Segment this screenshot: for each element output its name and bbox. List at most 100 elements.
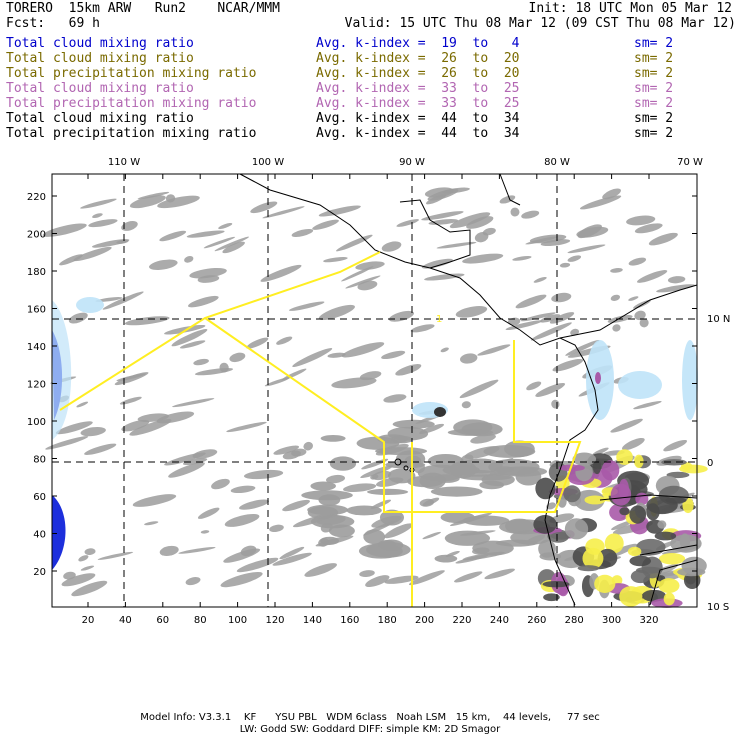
cloud-patch <box>424 187 454 198</box>
cloud-patch <box>76 401 89 408</box>
cloud-patch <box>472 540 514 556</box>
convection-cell <box>584 495 606 505</box>
cloud-patch <box>391 435 413 444</box>
cloud-patch <box>512 255 532 261</box>
cloud-patch <box>408 570 445 586</box>
legend-row: Total cloud mixing ratio Avg. k-index = 4… <box>6 111 734 126</box>
cloud-patch <box>157 195 200 209</box>
cloud-patch <box>430 486 483 497</box>
legend-field: Total cloud mixing ratio <box>6 36 194 51</box>
cloud-patch <box>434 554 458 563</box>
cloud-patch <box>91 239 130 248</box>
cloud-patch <box>292 348 333 368</box>
map-frame <box>51 173 698 608</box>
legend-row: Total precipitation mixing ratio Avg. k-i… <box>6 96 734 111</box>
cloud-patch <box>639 318 649 328</box>
cloud-patch <box>372 470 392 481</box>
cloud-patch <box>92 213 103 219</box>
cloud-patch <box>318 205 361 217</box>
cloud-patch <box>303 441 314 451</box>
cloud-patch <box>331 377 377 389</box>
cloud-patch <box>341 266 374 282</box>
cloud-patch <box>229 352 246 363</box>
cloud-patch <box>521 210 540 219</box>
cloud-patch <box>226 421 267 433</box>
cloud-patch <box>365 575 390 588</box>
cloud-patch <box>172 398 215 408</box>
cloud-patch <box>602 188 621 200</box>
convection-cell <box>619 586 643 607</box>
cloud-patch <box>628 257 647 266</box>
cloud-patch <box>159 545 179 557</box>
cloud-patch <box>272 552 312 566</box>
cloud-patch <box>291 448 307 457</box>
cloud-patch <box>462 253 504 264</box>
y-tick-label: 160 <box>27 305 46 316</box>
cloud-patch <box>359 570 375 577</box>
legend-k-index: Avg. k-index = 33 to 25 <box>316 96 520 111</box>
cloud-patch <box>219 362 229 373</box>
convection-cluster <box>533 449 708 608</box>
cloud-patch <box>663 439 688 452</box>
cloud-patch <box>470 434 496 444</box>
convection-cell <box>641 589 667 602</box>
route-label: 1 <box>436 314 442 325</box>
cloud-patch <box>567 244 606 254</box>
cloud-patch <box>510 530 552 545</box>
cloud-patch <box>222 241 245 254</box>
cloud-patch <box>479 480 505 490</box>
cloud-patch <box>288 301 325 311</box>
cloud-patch <box>482 227 496 236</box>
cloud-patch <box>95 297 123 302</box>
convection-cell <box>663 592 675 606</box>
cloud-patch <box>121 221 138 231</box>
convection-cell <box>646 503 660 521</box>
cloud-patch <box>392 419 435 429</box>
cloud-patch <box>520 312 556 322</box>
valid-time: Valid: 15 UTC Thu 08 Mar 12 (09 CST Thu … <box>344 16 736 31</box>
cloud-patch <box>434 474 460 483</box>
convection-cell <box>679 533 691 550</box>
longitude-label: 100 W <box>252 157 284 168</box>
legend-row: Total cloud mixing ratio Avg. k-index = 1… <box>6 36 734 51</box>
legend-k-index: Avg. k-index = 33 to 25 <box>316 81 520 96</box>
cloud-patch <box>656 284 695 293</box>
cloud-patch <box>612 324 621 332</box>
y-tick-label: 220 <box>27 192 46 203</box>
convection-cell <box>601 460 620 481</box>
cloud-patch <box>540 239 571 247</box>
x-tick-label: 200 <box>415 615 434 626</box>
convection-cell <box>594 574 616 593</box>
coast-segment <box>499 173 521 206</box>
cloud-patch <box>211 478 230 490</box>
x-tick-label: 60 <box>156 615 169 626</box>
x-tick-label: 160 <box>340 615 359 626</box>
convection-cell <box>629 555 652 567</box>
legend-k-index: Avg. k-index = 19 to 4 <box>316 36 520 51</box>
cloud-patch <box>499 195 516 204</box>
convection-cell <box>661 459 687 466</box>
convection-cell <box>550 532 572 540</box>
cloud-patch <box>320 536 340 545</box>
cloud-patch <box>193 358 209 366</box>
cloud-patch <box>421 258 453 269</box>
cloud-patch <box>80 565 95 571</box>
axes: 20 40 60 80 100 120 140 160 180 200 220 240 260 280 30… <box>27 157 730 626</box>
cloud-patch <box>328 524 355 538</box>
cloud-patch <box>361 458 389 470</box>
cloud-patch <box>440 347 449 353</box>
cloud-patch <box>323 257 348 263</box>
convection-cell <box>658 578 680 594</box>
cloud-patch <box>304 563 337 577</box>
cloud-patch <box>381 350 406 360</box>
cloud-patch <box>460 353 478 364</box>
convection-cell <box>572 452 597 466</box>
cloud-patch <box>184 256 194 263</box>
cloud-patch <box>388 310 415 322</box>
cloud-patch <box>457 469 497 477</box>
cloud-patch <box>320 435 346 442</box>
cloud-patch <box>71 580 108 597</box>
cloud-patch <box>422 531 441 540</box>
cloud-patch <box>454 571 483 583</box>
